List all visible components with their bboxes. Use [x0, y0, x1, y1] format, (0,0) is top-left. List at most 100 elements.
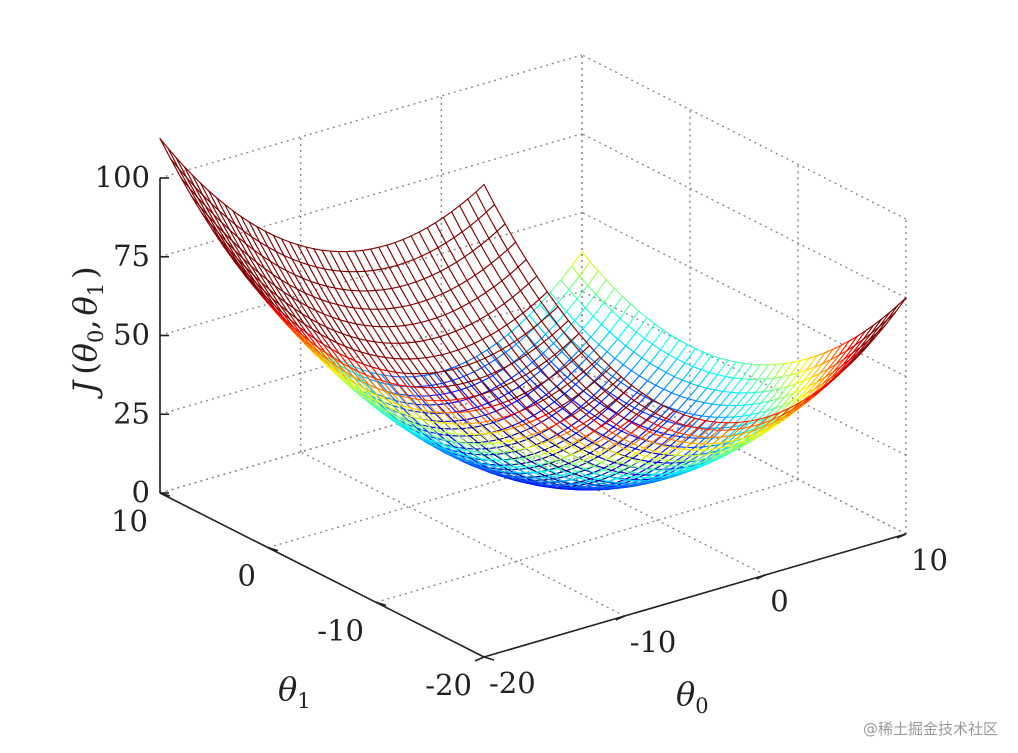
mesh-line [321, 249, 331, 252]
mesh-line [673, 362, 686, 378]
mesh-line [410, 416, 421, 426]
mesh-line [467, 409, 477, 413]
mesh-line [676, 343, 688, 360]
mesh-line [503, 367, 515, 382]
mesh-line [474, 268, 484, 276]
mesh-line [299, 261, 309, 266]
mesh-line [637, 460, 650, 469]
mesh-line [585, 362, 598, 375]
mesh-line [426, 227, 439, 249]
mesh-line [527, 347, 537, 355]
mesh-line [518, 407, 528, 413]
mesh-line [543, 408, 553, 417]
mesh-line [370, 248, 382, 270]
mesh-line [376, 355, 389, 372]
mesh-line [331, 316, 343, 335]
mesh-line [496, 223, 506, 232]
mesh-line [417, 299, 428, 304]
mesh-line [559, 421, 569, 429]
mesh-line [554, 444, 564, 451]
mesh-line [484, 414, 494, 424]
mesh-line [362, 363, 375, 379]
mesh-line [494, 359, 504, 370]
mesh-line [472, 433, 484, 445]
mesh-line [493, 286, 505, 305]
mesh-line [573, 444, 583, 450]
mesh-line [354, 360, 367, 376]
mesh-line [533, 445, 546, 455]
mesh-line [456, 398, 469, 413]
mesh-line [581, 480, 591, 484]
mesh-line [567, 419, 580, 429]
mesh-line [510, 414, 523, 426]
mesh-line [482, 443, 495, 454]
mesh-line [308, 339, 321, 355]
mesh-line [476, 357, 486, 363]
mesh-line [439, 266, 449, 272]
mesh-line [841, 352, 854, 367]
mesh-line [594, 472, 607, 477]
mesh-line [646, 367, 659, 382]
mesh-line [644, 406, 656, 414]
mesh-line [633, 392, 643, 402]
mesh-line [521, 361, 533, 372]
mesh-line [433, 354, 443, 357]
mesh-line [429, 420, 439, 424]
mesh-line [535, 477, 548, 483]
mesh-line [609, 419, 621, 428]
mesh-line [835, 349, 848, 365]
mesh-line [781, 361, 794, 378]
mesh-line [328, 338, 338, 344]
mesh-line [567, 383, 579, 396]
mesh-line [430, 338, 443, 356]
mesh-line [659, 435, 672, 441]
mesh-line [611, 295, 624, 312]
mesh-line [418, 227, 428, 233]
mesh-line [646, 317, 656, 325]
mesh-line [218, 210, 228, 219]
mesh-line [341, 362, 353, 377]
mesh-line [673, 410, 686, 416]
mesh-line [357, 370, 369, 385]
mesh-line [484, 410, 497, 416]
mesh-line [630, 369, 640, 377]
mesh-line [475, 355, 486, 367]
mesh-line [416, 398, 429, 412]
mesh-line [549, 468, 559, 471]
mesh-line [808, 355, 818, 359]
mesh-line [574, 320, 584, 330]
mesh-line [425, 357, 437, 374]
mesh-line [673, 376, 683, 381]
mesh-line [792, 389, 802, 394]
mesh-line [555, 419, 565, 425]
mesh-line [567, 377, 577, 385]
mesh-line [642, 442, 655, 452]
mesh-line [636, 477, 647, 482]
mesh-line [519, 427, 532, 434]
mesh-line [384, 356, 397, 373]
mesh-line [632, 450, 644, 459]
mesh-line [439, 270, 452, 291]
mesh-line [525, 445, 536, 449]
mesh-line [565, 463, 575, 468]
mesh-line [585, 381, 595, 390]
mesh-line [344, 345, 356, 362]
mesh-line [675, 414, 686, 424]
mesh-line [754, 391, 764, 394]
mesh-line [421, 255, 433, 276]
mesh-line [522, 420, 532, 429]
mesh-line [509, 266, 519, 275]
mesh-line [679, 463, 692, 467]
mesh-line [402, 405, 412, 409]
mesh-line [404, 324, 416, 343]
mesh-line [724, 375, 735, 379]
mesh-line [212, 213, 225, 234]
mesh-line [505, 351, 515, 363]
mesh-line [665, 410, 675, 419]
mesh-line [660, 334, 672, 351]
mesh-line [704, 420, 717, 423]
mesh-line [571, 450, 581, 456]
mesh-line [377, 308, 390, 328]
mesh-line [450, 440, 460, 443]
